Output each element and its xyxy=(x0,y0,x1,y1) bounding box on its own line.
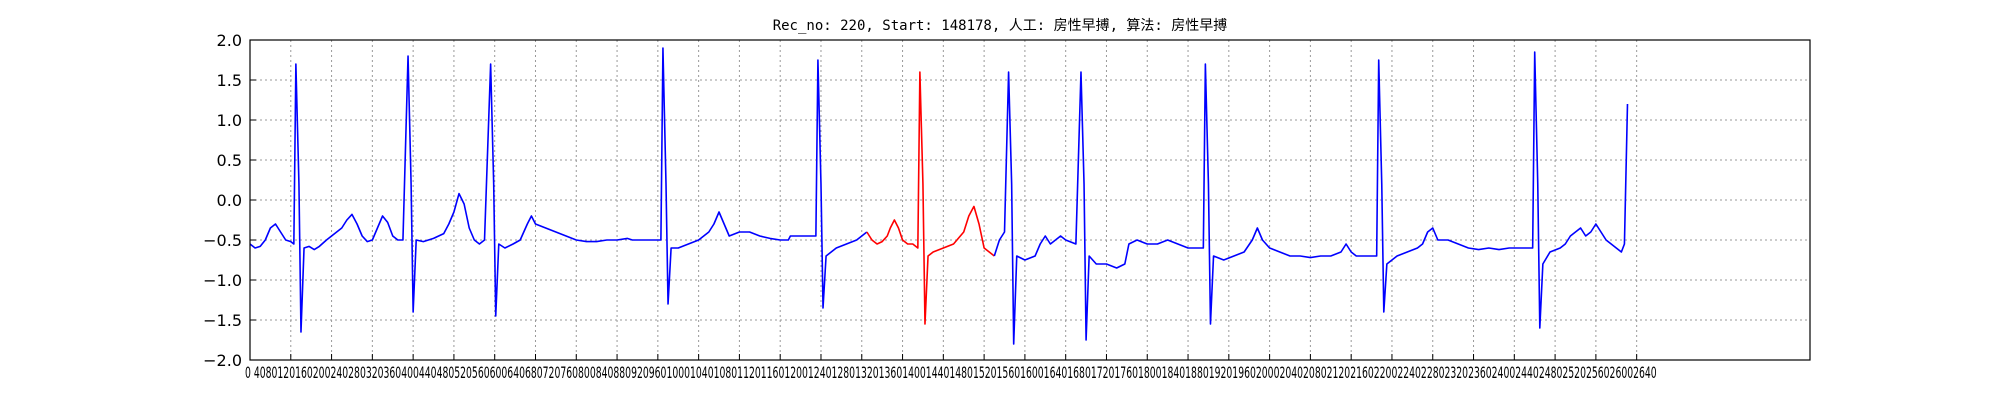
y-tick-label: −0.5 xyxy=(203,231,242,250)
y-tick-label: 0.5 xyxy=(217,151,242,170)
series-layer xyxy=(249,47,1629,345)
y-tick-label: −1.5 xyxy=(203,311,242,330)
grid xyxy=(249,39,1810,361)
axes: 2.0 1.5 1.0 0.5 0.0 −0.5 −1.0 −1.5 −2.00 4080120… xyxy=(203,31,1657,382)
y-tick-label: −1.0 xyxy=(203,271,242,290)
chart-title: Rec_no: 220, Start: 148178, 人工: 房性早搏, 算法… xyxy=(773,17,1228,34)
y-tick-label: 1.0 xyxy=(217,111,242,130)
plot-frame xyxy=(249,39,1811,361)
ecg-series-2 xyxy=(866,71,995,325)
y-tick-label: 0.0 xyxy=(217,191,242,210)
x-tick-labels: 0 40801201602002402803203604004404805205… xyxy=(245,363,1657,382)
y-tick-label: 2.0 xyxy=(217,31,242,50)
ecg-series-1 xyxy=(249,47,868,333)
y-tick-label: 1.5 xyxy=(217,71,242,90)
ecg-series-3 xyxy=(993,51,1629,345)
y-tick-label: −2.0 xyxy=(203,351,242,370)
